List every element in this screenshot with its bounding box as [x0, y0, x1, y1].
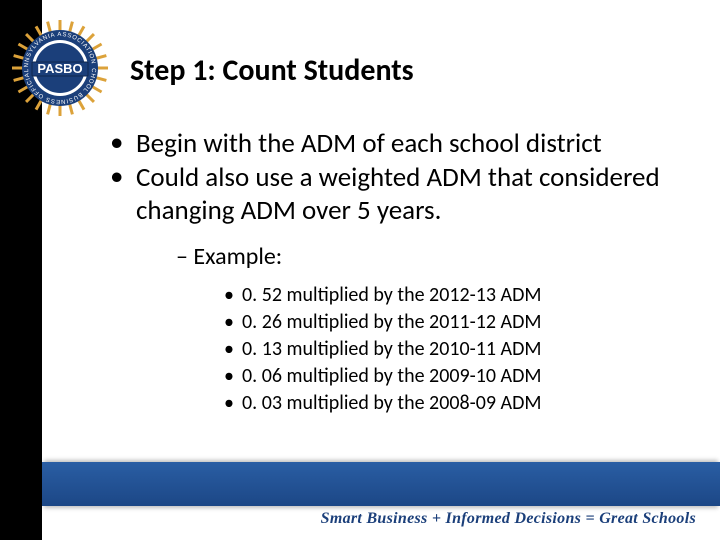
example-item: 0. 03 multiplied by the 2008-09 ADM — [224, 390, 700, 417]
example-item: 0. 06 multiplied by the 2009-10 ADM — [224, 363, 700, 390]
footer-ribbon — [42, 462, 720, 506]
bullet-item: Begin with the ADM of each school distri… — [110, 128, 700, 160]
main-bullet-list: Begin with the ADM of each school distri… — [110, 128, 700, 419]
seal-center-text: PASBO — [37, 61, 82, 76]
bullet-item: Could also use a weighted ADM that consi… — [110, 162, 700, 417]
example-label: Example: — [176, 241, 700, 272]
example-item: 0. 26 multiplied by the 2011-12 ADM — [224, 309, 700, 336]
slide-title: Step 1: Count Students — [130, 52, 414, 89]
example-item: 0. 13 multiplied by the 2010-11 ADM — [224, 336, 700, 363]
example-list: 0. 52 multiplied by the 2012-13 ADM 0. 2… — [224, 282, 700, 417]
pasbo-seal-icon: PENNSYLVANIA ASSOCIATION OF SCHOOL BUSIN… — [10, 18, 110, 118]
example-item: 0. 52 multiplied by the 2012-13 ADM — [224, 282, 700, 309]
bullet-text: Could also use a weighted ADM that consi… — [136, 161, 660, 226]
tagline-text: Smart Business + Informed Decisions = Gr… — [321, 510, 696, 528]
